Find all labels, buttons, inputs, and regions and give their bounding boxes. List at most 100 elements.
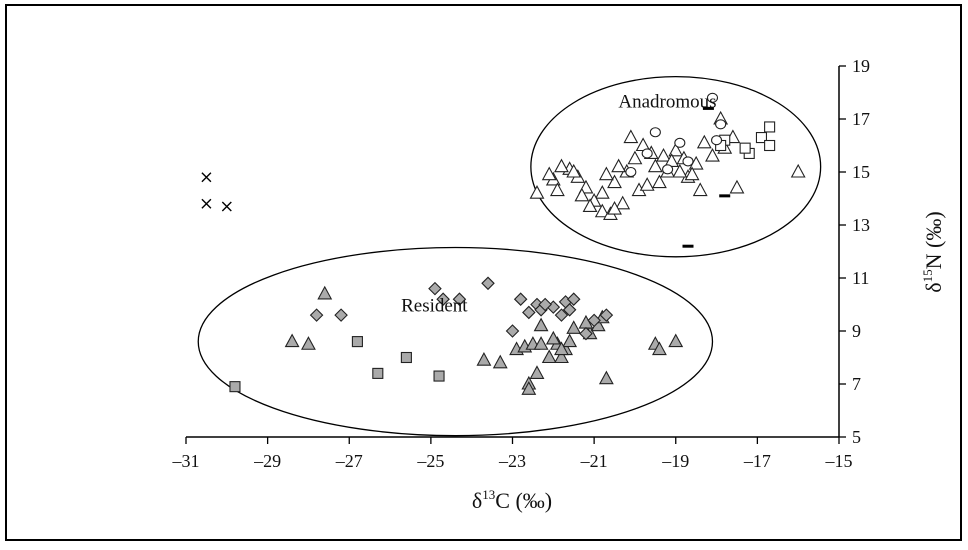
point-circle	[649, 127, 661, 138]
ellipse-anadromous	[530, 75, 822, 258]
point-triangle	[598, 166, 614, 181]
y-tick-label: 11	[852, 268, 869, 288]
point-diamond	[436, 292, 450, 306]
point-square	[229, 381, 241, 393]
point-cross	[201, 172, 212, 183]
point-diamond	[562, 303, 577, 317]
y-tick-label: 19	[852, 56, 870, 76]
point-diamond	[599, 308, 614, 322]
point-cross	[221, 201, 232, 212]
point-triangle	[554, 349, 569, 364]
point-triangle	[562, 333, 578, 348]
x-axis-label-rest: C (‰)	[495, 488, 552, 513]
annotation-label: Anadromous	[618, 91, 716, 112]
point-diamond	[334, 308, 348, 322]
y-tick-label: 17	[852, 109, 870, 129]
y-axis-label-rest: N (‰)	[921, 211, 946, 269]
point-square	[755, 132, 768, 144]
point-square	[400, 351, 412, 364]
point-circle	[625, 166, 637, 178]
figure-border	[5, 4, 962, 541]
y-tick-label: 13	[852, 215, 870, 235]
point-triangle	[696, 134, 712, 149]
point-triangle	[729, 179, 745, 194]
ellipse-resident	[197, 246, 714, 437]
point-diamond	[538, 297, 552, 312]
point-diamond	[481, 276, 495, 291]
point-triangle	[790, 163, 806, 178]
y-axis-label-delta: δ	[921, 282, 946, 292]
point-circle	[662, 164, 674, 175]
annotation-label: Resident	[401, 296, 468, 317]
point-triangle	[554, 158, 569, 173]
point-triangle	[615, 195, 631, 210]
point-square	[764, 121, 776, 133]
point-triangle	[533, 317, 549, 332]
annotations-layer: Anadromous Resident	[401, 91, 716, 316]
point-circle	[682, 156, 694, 167]
point-square	[351, 336, 363, 348]
point-triangle	[705, 147, 720, 162]
point-diamond	[522, 305, 536, 320]
point-triangle	[668, 333, 684, 348]
point-square	[764, 139, 776, 152]
point-triangle	[549, 182, 565, 197]
point-triangle	[668, 142, 684, 157]
point-diamond	[505, 324, 520, 338]
x-axis-label: δ13C (‰)	[472, 487, 552, 513]
point-triangle	[647, 158, 663, 173]
y-tick-label: 7	[852, 374, 861, 394]
y-tick-label: 5	[852, 427, 861, 447]
y-axis-label: δ15N (‰)	[920, 211, 946, 292]
x-tick-label: –25	[416, 451, 444, 471]
x-tick-label: –15	[825, 451, 853, 471]
point-triangle	[284, 333, 300, 348]
point-dash	[702, 106, 714, 110]
point-triangle	[545, 330, 561, 345]
point-triangle	[529, 185, 545, 199]
x-axis-label-delta: δ	[472, 488, 482, 513]
y-tick-label: 15	[852, 162, 870, 182]
point-triangle	[611, 158, 627, 173]
point-triangle	[598, 370, 614, 385]
point-triangle	[594, 203, 610, 218]
point-square	[372, 367, 384, 379]
point-circle	[674, 137, 686, 148]
point-triangle	[554, 341, 569, 356]
point-triangle	[623, 129, 639, 144]
point-diamond	[452, 292, 467, 306]
point-circle	[706, 92, 719, 103]
point-triangle	[656, 147, 671, 162]
point-dash	[719, 194, 731, 198]
point-triangle	[492, 354, 508, 369]
point-circle	[641, 148, 653, 159]
ticks-layer: –31 –29 –27 –25 –23 –21 –19 –17 –15 5 7 9 11 13 15 17 19	[172, 56, 871, 471]
point-diamond	[428, 281, 442, 296]
x-tick-label: –19	[661, 451, 689, 471]
point-triangle	[533, 336, 549, 350]
point-square	[739, 142, 751, 154]
point-triangle	[541, 349, 557, 364]
x-tick-label: –23	[498, 451, 526, 471]
point-triangle	[672, 163, 688, 178]
x-tick-label: –29	[253, 451, 281, 471]
point-triangle	[476, 351, 492, 366]
point-triangle	[541, 166, 557, 181]
point-square	[433, 370, 445, 382]
point-triangle	[566, 163, 582, 178]
x-axis-label-superscript: 13	[482, 487, 495, 502]
point-cross	[201, 198, 212, 209]
x-tick-label: –31	[172, 451, 200, 471]
point-dash	[682, 244, 694, 248]
point-triangle	[692, 182, 708, 197]
x-tick-label: –27	[335, 451, 363, 471]
points-layer	[201, 92, 806, 395]
point-triangle	[639, 177, 655, 191]
ellipses-layer	[197, 75, 822, 437]
point-triangle	[684, 166, 700, 181]
point-triangle	[594, 185, 610, 199]
point-triangle	[566, 320, 582, 334]
point-diamond	[566, 292, 581, 306]
